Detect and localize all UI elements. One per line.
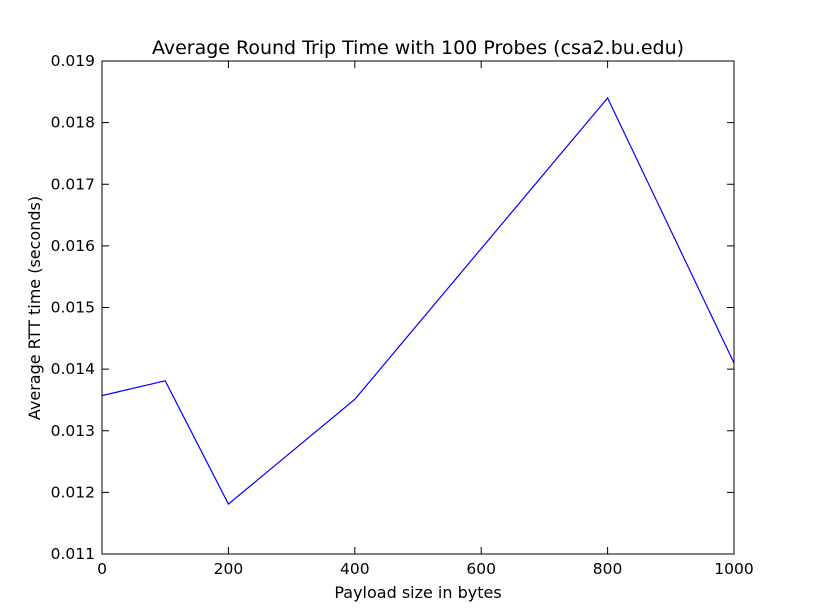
y-tick-label: 0.012	[51, 483, 95, 501]
plot-area	[102, 61, 734, 554]
y-tick-label: 0.011	[51, 545, 95, 563]
y-axis-ticks: 0.011 0.012 0.013 0.014 0.015 0.016 0.017 0.018…	[51, 52, 734, 563]
x-axis-label: Payload size in bytes	[334, 583, 501, 602]
x-tick-label: 400	[340, 560, 370, 578]
y-axis-label: Average RTT time (seconds)	[25, 196, 44, 420]
x-tick-label: 200	[214, 560, 244, 578]
chart-title: Average Round Trip Time with 100 Probes …	[152, 37, 684, 59]
x-axis-ticks: 0 200 400 600 800 1000	[97, 61, 754, 578]
x-tick-label: 0	[97, 560, 107, 578]
series-line-0	[101, 96, 735, 506]
x-tick-label: 1000	[714, 560, 753, 578]
y-tick-label: 0.015	[51, 299, 95, 317]
y-tick-label: 0.014	[51, 360, 95, 378]
x-tick-label: 800	[593, 560, 623, 578]
y-tick-label: 0.013	[51, 422, 95, 440]
series-layer	[101, 96, 735, 506]
y-tick-label: 0.018	[51, 114, 95, 132]
y-tick-label: 0.017	[51, 175, 95, 193]
y-tick-label: 0.016	[51, 237, 95, 255]
y-tick-label: 0.019	[51, 52, 95, 70]
x-tick-label: 600	[466, 560, 496, 578]
